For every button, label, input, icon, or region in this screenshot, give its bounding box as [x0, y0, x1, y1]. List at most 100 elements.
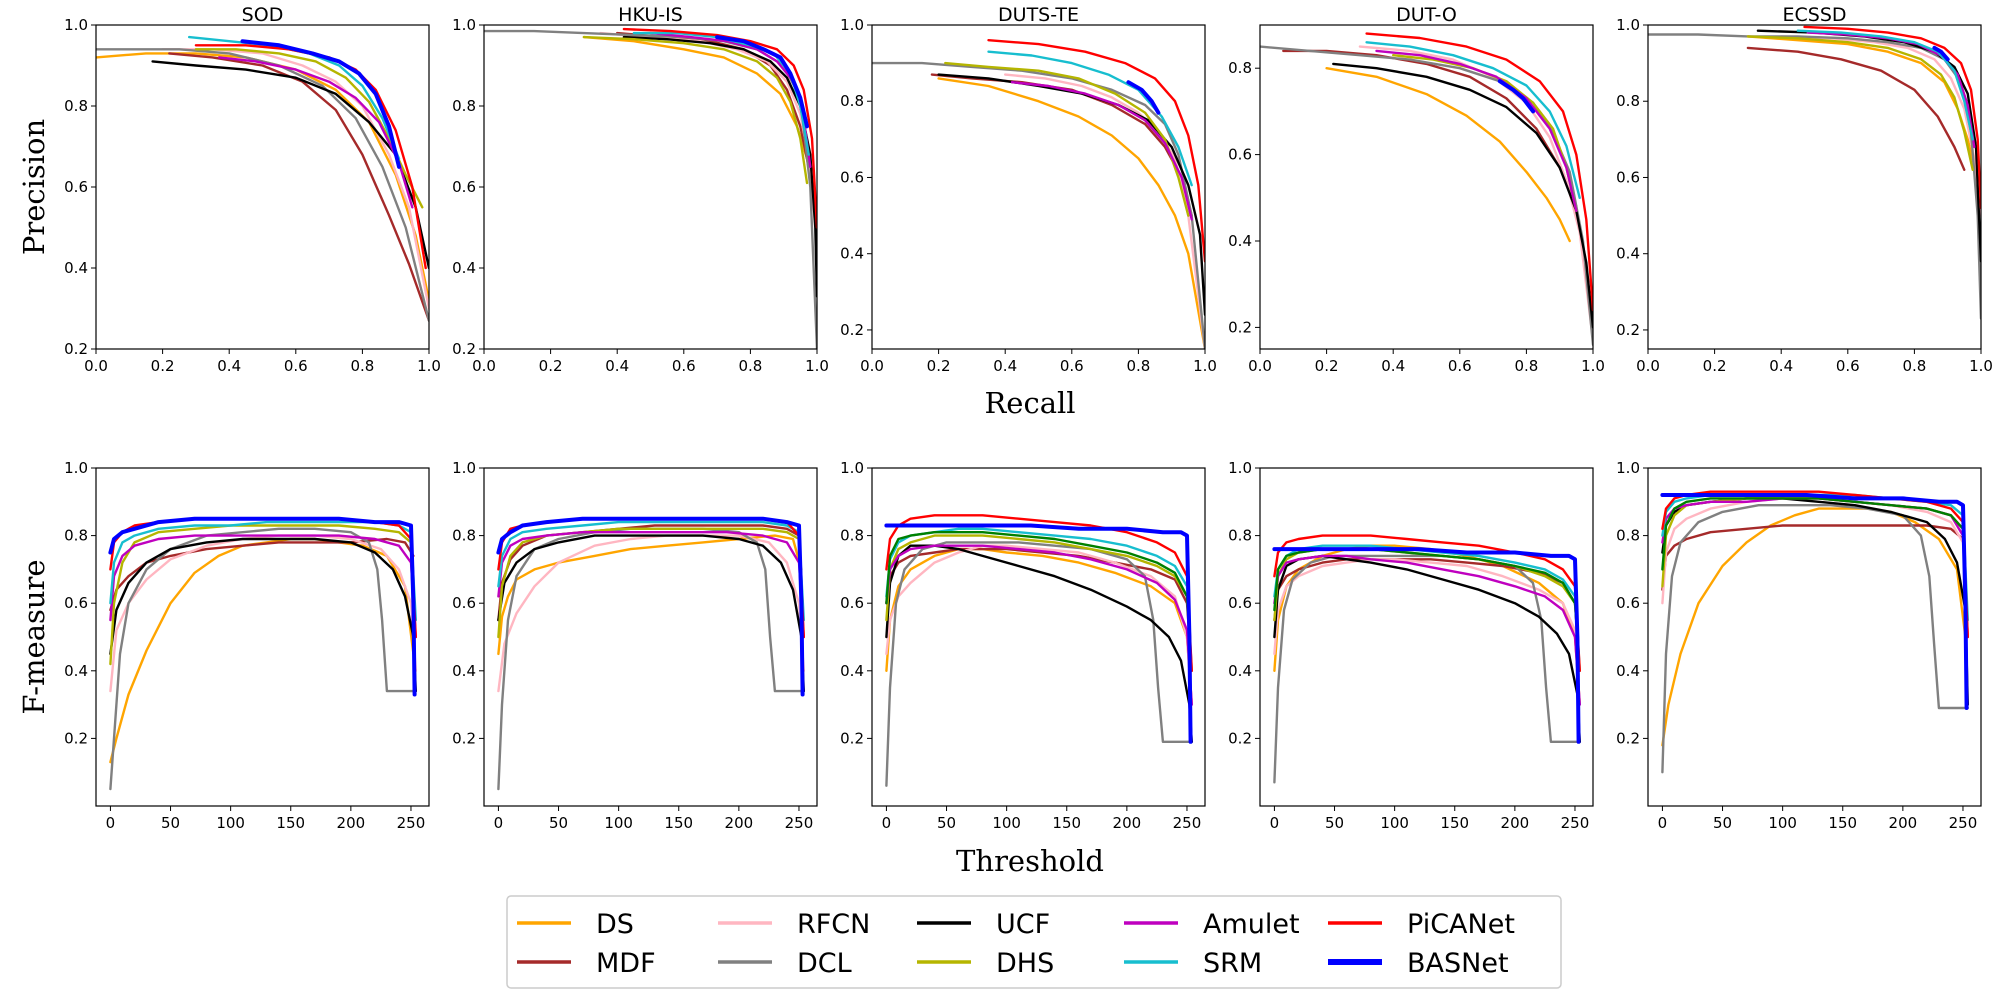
- f-xtick-label-hku-is-5: 250: [785, 814, 814, 832]
- pr-line-dut-o-ds: [1325, 66, 1571, 243]
- pr-ytick-label-dut-o-0: 0.2: [1228, 318, 1252, 336]
- pr-frame-ecssd: [1647, 24, 1982, 350]
- f-xtick-label-duts-te-0: 0: [882, 814, 892, 832]
- f-series-hku-is: [496, 516, 805, 791]
- pr-xtick-label-sod-2: 0.4: [217, 357, 241, 375]
- f-frame-dut-o: [1259, 467, 1594, 807]
- f-xtick-label-ecssd-0: 0: [1658, 814, 1668, 832]
- f-xtick-label-ecssd-4: 200: [1889, 814, 1918, 832]
- f-line-duts-te-dhs: [885, 534, 1192, 656]
- f-ytick-label-dut-o-4: 1.0: [1228, 459, 1252, 477]
- f-line-sod-basnet: [108, 516, 417, 697]
- pr-line-ecssd-dhs: [1746, 35, 1974, 172]
- pr-xtick-label-duts-te-3: 0.6: [1060, 357, 1084, 375]
- pr-xtick-label-dut-o-4: 0.8: [1514, 357, 1538, 375]
- pr-ytick-label-sod-2: 0.6: [64, 178, 88, 196]
- pr-frame-hku-is: [483, 24, 818, 350]
- pr-ytick-label-hku-is-1: 0.4: [452, 259, 476, 277]
- recall-axis-label: Recall: [984, 386, 1075, 420]
- pr-line-sod-ucf: [151, 60, 429, 270]
- f-series-dut-o: [1272, 534, 1582, 784]
- f-series-ecssd: [1660, 490, 1970, 774]
- pr-line-duts-te-ds: [937, 77, 1205, 349]
- pr-xtick-label-hku-is-3: 0.6: [672, 357, 696, 375]
- pr-xtick-label-hku-is-1: 0.2: [539, 357, 563, 375]
- f-ytick-label-ecssd-1: 0.4: [1616, 662, 1640, 680]
- f-xtick-label-dut-o-1: 50: [1325, 814, 1344, 832]
- f-line-dut-o-dhs: [1273, 547, 1580, 656]
- pr-line-duts-te-rfcn: [1004, 73, 1205, 349]
- f-ytick-label-ecssd-3: 0.8: [1616, 527, 1640, 545]
- pr-line-duts-te-mdf: [930, 73, 1193, 217]
- pr-line-ecssd-basnet: [1932, 45, 1950, 62]
- f-line-duts-te-ucf: [885, 544, 1194, 743]
- f-ytick-label-dut-o-2: 0.6: [1228, 594, 1252, 612]
- f-xtick-label-hku-is-0: 0: [494, 814, 504, 832]
- threshold-axis-label: Threshold: [956, 844, 1104, 878]
- pr-xtick-label-duts-te-5: 1.0: [1193, 357, 1217, 375]
- f-line-ecssd-dcl: [1661, 504, 1970, 774]
- pr-line-duts-te-ucf: [937, 73, 1205, 316]
- pr-xtick-label-dut-o-5: 1.0: [1581, 357, 1605, 375]
- pr-frame-sod: [95, 24, 430, 350]
- pr-line-hku-is-picanet: [622, 27, 817, 229]
- pr-xtick-label-dut-o-2: 0.4: [1381, 357, 1405, 375]
- f-line-dut-o-ucf: [1273, 554, 1582, 743]
- panel-title-hku-is: HKU-IS: [618, 4, 683, 26]
- pr-line-hku-is-amulet: [649, 31, 812, 169]
- f-ytick-label-duts-te-4: 1.0: [840, 459, 864, 477]
- pr-series-dut-o: [1260, 32, 1593, 346]
- pr-ytick-label-ecssd-3: 0.8: [1616, 92, 1640, 110]
- f-xtick-label-ecssd-5: 250: [1949, 814, 1978, 832]
- f-line-duts-te-rfcn: [885, 544, 1194, 706]
- f-xtick-label-sod-3: 150: [276, 814, 305, 832]
- f-ytick-label-dut-o-0: 0.2: [1228, 729, 1252, 747]
- f-line-ecssd-ucf: [1661, 497, 1970, 706]
- f-ytick-label-sod-2: 0.6: [64, 594, 88, 612]
- legend-item-mdf: MDF: [517, 948, 656, 979]
- pr-frame-duts-te: [871, 24, 1206, 350]
- f-xtick-label-dut-o-0: 0: [1270, 814, 1280, 832]
- f-line-ecssd-mdfgreen: [1661, 497, 1968, 622]
- pr-xtick-label-duts-te-0: 0.0: [860, 357, 884, 375]
- f-line-dut-o-picanet: [1273, 534, 1582, 672]
- f-panel-dut-o: 0 50 100 150 200 250 0.2 0.4 0.6 0.8 1.0: [1228, 459, 1594, 832]
- f-ytick-label-hku-is-0: 0.2: [452, 729, 476, 747]
- f-line-hku-is-basnet: [496, 516, 805, 697]
- f-ytick-label-dut-o-3: 0.8: [1228, 527, 1252, 545]
- f-line-ecssd-ds: [1661, 507, 1967, 747]
- pr-xtick-label-ecssd-2: 0.4: [1769, 357, 1793, 375]
- pr-ytick-label-duts-te-3: 0.8: [840, 92, 864, 110]
- pr-ytick-label-ecssd-1: 0.4: [1616, 245, 1640, 263]
- pr-ytick-label-sod-1: 0.4: [64, 259, 88, 277]
- pr-series-duts-te: [872, 39, 1205, 349]
- f-line-hku-is-ds: [497, 534, 803, 656]
- pr-xtick-label-hku-is-2: 0.4: [605, 357, 629, 375]
- f-ytick-label-duts-te-2: 0.6: [840, 594, 864, 612]
- panel-title-sod: SOD: [242, 4, 284, 26]
- pr-line-ecssd-picanet: [1803, 25, 1981, 210]
- pr-series-ecssd: [1648, 25, 1981, 320]
- pr-line-ecssd-dcl: [1648, 33, 1981, 320]
- f-line-sod-mdf: [109, 537, 415, 612]
- pr-line-ecssd-mdf: [1746, 46, 1966, 172]
- f-xtick-label-dut-o-5: 250: [1561, 814, 1590, 832]
- f-frame-duts-te: [871, 467, 1206, 807]
- f-xtick-label-sod-1: 50: [161, 814, 180, 832]
- pr-line-ecssd-srm: [1796, 29, 1974, 141]
- pr-line-dut-o-rfcn: [1358, 45, 1593, 342]
- pr-xtick-label-duts-te-4: 0.8: [1126, 357, 1150, 375]
- f-series-sod: [108, 516, 417, 791]
- pr-line-dut-o-basnet: [1497, 79, 1536, 114]
- f-line-dut-o-ds: [1273, 544, 1582, 706]
- pr-xtick-label-duts-te-1: 0.2: [927, 357, 951, 375]
- pr-ytick-label-sod-3: 0.8: [64, 97, 88, 115]
- f-xtick-label-hku-is-4: 200: [725, 814, 754, 832]
- f-line-hku-is-mdf: [497, 524, 804, 622]
- pr-line-duts-te-basnet: [1126, 80, 1161, 115]
- f-line-dut-o-dcl: [1273, 554, 1582, 784]
- pr-panel-ecssd: 0.0 0.2 0.4 0.6 0.8 1.0 0.2 0.4 0.6 0.8 1.0 ECSSD: [1616, 4, 1993, 375]
- pr-line-sod-mdf: [168, 52, 429, 322]
- pr-xtick-label-dut-o-3: 0.6: [1448, 357, 1472, 375]
